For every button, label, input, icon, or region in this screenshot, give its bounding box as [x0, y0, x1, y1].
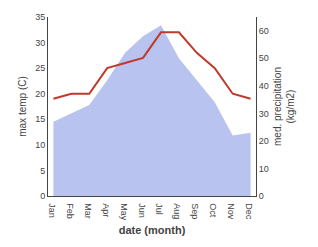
svg-text:Feb: Feb	[65, 203, 75, 219]
svg-text:Jul: Jul	[154, 203, 164, 215]
svg-text:20: 20	[35, 89, 45, 99]
svg-text:Sep: Sep	[190, 203, 200, 219]
svg-text:5: 5	[40, 166, 45, 176]
svg-text:40: 40	[259, 81, 269, 91]
svg-text:Mar: Mar	[83, 203, 93, 219]
svg-text:30: 30	[35, 38, 45, 48]
svg-text:med. precipitation(kg/m2): med. precipitation(kg/m2)	[272, 67, 296, 146]
svg-text:30: 30	[259, 109, 269, 119]
svg-text:60: 60	[259, 26, 269, 36]
svg-text:Nov: Nov	[226, 203, 236, 220]
svg-text:Apr: Apr	[101, 203, 111, 217]
svg-text:25: 25	[35, 63, 45, 73]
svg-text:50: 50	[259, 53, 269, 63]
svg-text:35: 35	[35, 12, 45, 22]
svg-text:Aug: Aug	[172, 203, 182, 219]
svg-text:max temp (C): max temp (C)	[17, 76, 28, 137]
svg-text:Dec: Dec	[244, 203, 254, 220]
svg-text:0: 0	[40, 191, 45, 201]
svg-text:Jan: Jan	[47, 203, 57, 218]
svg-text:20: 20	[259, 136, 269, 146]
svg-text:Jun: Jun	[137, 203, 147, 218]
svg-text:0: 0	[259, 191, 264, 201]
svg-text:May: May	[119, 203, 129, 221]
svg-text:10: 10	[35, 140, 45, 150]
svg-text:date (month): date (month)	[119, 224, 186, 236]
svg-text:15: 15	[35, 114, 45, 124]
svg-text:10: 10	[259, 164, 269, 174]
svg-text:Oct: Oct	[208, 203, 218, 218]
